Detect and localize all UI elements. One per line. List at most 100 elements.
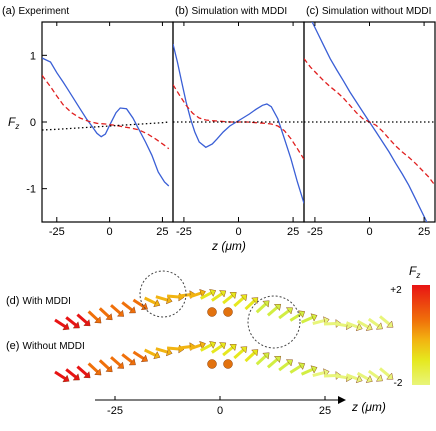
spin-arrow-shaft [222, 346, 234, 357]
spin-arrow-head [355, 374, 363, 384]
arrow-axis-tick-label: 25 [319, 405, 331, 417]
spin-arrow-head [229, 292, 237, 300]
dashed-series-line [42, 74, 170, 150]
spin-arrow-head [365, 375, 373, 383]
spin-arrow-shaft [98, 307, 110, 318]
spin-arrow-head [105, 313, 113, 321]
spin-arrow-head [285, 359, 293, 367]
spin-arrow-head [273, 303, 282, 311]
spin-arrow-shaft [98, 359, 110, 370]
spin-arrow-shaft [132, 298, 145, 308]
spin-arrow-shaft [222, 294, 234, 305]
mddi-highlight-circle-left [139, 270, 187, 318]
spin-arrow-head [209, 341, 217, 349]
spin-arrow-shaft [189, 343, 202, 351]
arrow-axis-head [338, 396, 346, 404]
colorbar-title: Fz [409, 264, 420, 280]
panel-c-plot: -25 0 25 [304, 22, 435, 238]
arrow-axis-label: z (μm) [351, 400, 386, 414]
spin-arrow-shaft [76, 365, 88, 376]
spin-arrow-head [365, 323, 373, 331]
spin-arrow-head [153, 351, 161, 360]
spin-arrow-head [310, 365, 318, 374]
spin-arrow-shaft [199, 291, 213, 300]
spin-arrow-head [375, 322, 383, 330]
x-tick-label: 0 [235, 226, 241, 238]
spin-arrow-head [323, 368, 330, 377]
arrow-axis-ticks: -25 0 25 [107, 396, 331, 417]
spin-arrow-head [165, 347, 173, 357]
spin-arrow-head [262, 352, 270, 360]
x-tick-label: -25 [49, 226, 65, 238]
spin-arrow-head [240, 294, 248, 302]
panel-d-label: (d) With MDDI [6, 295, 71, 307]
without-mddi-arrow-row [54, 340, 394, 384]
spin-arrow-head [62, 322, 70, 331]
spin-arrow-shaft [166, 294, 180, 299]
colorbar [412, 285, 430, 385]
panel-b-plot: -25 0 25 [173, 22, 304, 238]
spin-arrow-shaft [65, 368, 77, 379]
panel-a-frame [41, 21, 174, 223]
arrow-axis-tick-label: 0 [217, 405, 223, 417]
spin-arrow-head [140, 354, 148, 363]
spin-arrow-shaft [211, 344, 223, 354]
spin-arrow-shaft [121, 353, 133, 363]
spin-arrow-head [386, 372, 394, 380]
spin-arrow-shaft [289, 312, 302, 322]
x-tick-label: 25 [287, 226, 299, 238]
spin-arrow-head [165, 295, 173, 305]
spin-arrow-head [62, 374, 70, 383]
spin-arrow-shaft [334, 322, 348, 328]
spin-arrow-head [240, 346, 248, 354]
spin-arrow-head [285, 307, 293, 315]
spin-dot [207, 359, 217, 369]
x-axis-label: z (μm) [211, 239, 246, 253]
spin-arrow-head [199, 340, 206, 350]
spin-arrow-shaft [312, 319, 325, 325]
spin-arrow-head [83, 371, 91, 379]
spin-dot [207, 307, 217, 317]
spin-arrow-shaft [266, 358, 278, 369]
spin-arrow-shaft [110, 356, 122, 367]
spin-arrow-shaft [233, 296, 245, 308]
spin-arrow-shaft [144, 296, 157, 305]
x-tick-label: 25 [418, 226, 430, 238]
spin-arrow-head [298, 310, 306, 318]
spin-arrow-head [219, 290, 227, 298]
x-tick-label: -25 [176, 226, 192, 238]
dotted-series-line [42, 121, 169, 131]
spin-arrow-head [72, 321, 80, 329]
y-tick-label: 0 [30, 117, 36, 129]
spin-arrow-head [386, 320, 394, 328]
spin-arrow-shaft [144, 348, 157, 357]
spin-arrow-shaft [244, 351, 256, 363]
spin-arrow-shaft [379, 315, 391, 326]
spin-arrow-head [229, 344, 237, 352]
spin-arrow-shaft [255, 303, 267, 314]
x-tick-label: -25 [307, 226, 323, 238]
spin-arrow-shaft [178, 293, 191, 298]
spin-arrow-head [72, 373, 80, 381]
spin-arrow-shaft [266, 306, 278, 317]
spin-arrow-head [153, 299, 161, 308]
colorbar-max-label: +2 [390, 285, 402, 296]
spin-arrow-head [219, 342, 227, 350]
spin-arrow-head [105, 365, 113, 373]
arrow-axis-tick-label: -25 [107, 405, 123, 417]
spin-arrow-shaft [178, 345, 191, 350]
spin-arrow-shaft [356, 319, 369, 329]
spin-arrow-shaft [65, 316, 77, 327]
spin-arrow-head [273, 355, 282, 363]
spin-arrow-head [375, 374, 383, 382]
spin-arrow-head [355, 322, 363, 332]
panel-c-title: (c) Simulation without MDDI [306, 5, 431, 17]
spin-arrow-shaft [87, 310, 99, 321]
spin-arrow-shaft [345, 373, 359, 381]
spin-arrow-shaft [54, 370, 66, 380]
spin-arrow-head [94, 368, 102, 376]
spin-arrow-head [116, 309, 125, 317]
spin-arrow-shaft [300, 316, 314, 324]
x-tick-label: 0 [366, 226, 372, 238]
spin-arrow-head [140, 302, 148, 311]
